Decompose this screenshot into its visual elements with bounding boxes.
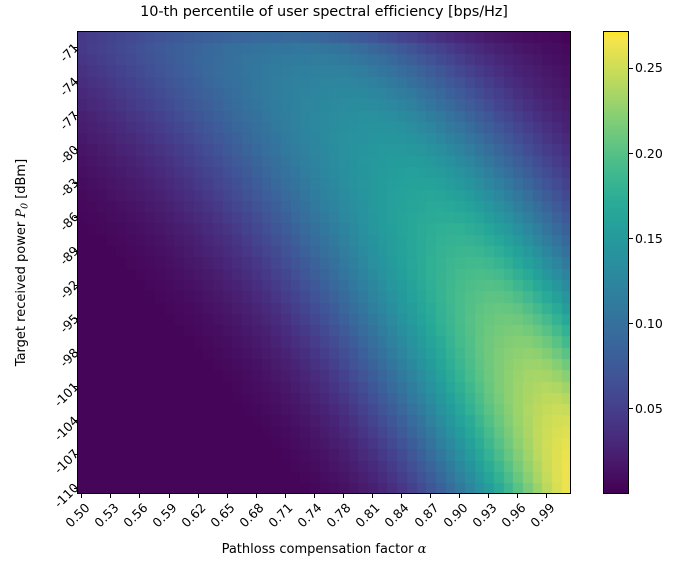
y-tick-mark [73, 284, 77, 286]
x-tick-mark [546, 494, 548, 498]
y-tick-mark [73, 318, 77, 320]
y-axis-label-subscript: 0 [19, 202, 31, 209]
x-axis-label-text: Pathloss compensation factor [221, 542, 418, 557]
x-tick-mark [197, 494, 199, 498]
x-tick-mark [81, 494, 83, 498]
y-tick-mark [73, 81, 77, 83]
y-axis-label-symbol: P [14, 208, 29, 218]
x-tick-mark [517, 494, 519, 498]
y-axis-label-suffix: [dBm] [14, 158, 29, 203]
x-axis-label: Pathloss compensation factor α [77, 542, 571, 557]
y-tick-mark [73, 487, 77, 489]
colorbar-tick-label: 0.10 [635, 315, 663, 331]
colorbar [603, 31, 629, 494]
x-tick-mark [284, 494, 286, 498]
y-axis-label: Target received power P0 [dBm] [14, 31, 31, 494]
colorbar-tick-mark [629, 323, 633, 325]
y-tick-mark [73, 250, 77, 252]
colorbar-tick-label: 0.25 [635, 60, 663, 76]
y-axis-label-prefix: Target received power [14, 217, 29, 367]
y-tick-mark [73, 352, 77, 354]
colorbar-tick-mark [629, 408, 633, 410]
colorbar-gradient [603, 31, 629, 494]
x-tick-mark [400, 494, 402, 498]
heatmap-image [78, 32, 570, 493]
y-tick-mark [73, 149, 77, 151]
heatmap-plot-area [77, 31, 571, 494]
colorbar-tick-label: 0.05 [635, 400, 663, 416]
x-tick-mark [430, 494, 432, 498]
colorbar-tick-mark [629, 238, 633, 240]
y-tick-mark [73, 216, 77, 218]
y-tick-mark [73, 47, 77, 49]
x-tick-mark [371, 494, 373, 498]
colorbar-tick-label: 0.15 [635, 230, 663, 246]
x-tick-mark [488, 494, 490, 498]
y-tick-mark [73, 115, 77, 117]
colorbar-tick-label: 0.20 [635, 145, 663, 161]
colorbar-tick-mark [629, 153, 633, 155]
colorbar-tick-mark [629, 67, 633, 69]
x-tick-mark [110, 494, 112, 498]
y-tick-mark [73, 453, 77, 455]
x-axis-label-symbol: α [417, 542, 427, 557]
x-tick-mark [255, 494, 257, 498]
x-tick-mark [342, 494, 344, 498]
x-tick-mark [313, 494, 315, 498]
x-tick-mark [168, 494, 170, 498]
y-tick-mark [73, 182, 77, 184]
x-tick-mark [139, 494, 141, 498]
page-title: 10-th percentile of user spectral effici… [140, 4, 508, 20]
y-tick-mark [73, 420, 77, 422]
x-tick-mark [459, 494, 461, 498]
y-tick-mark [73, 386, 77, 388]
x-tick-mark [226, 494, 228, 498]
